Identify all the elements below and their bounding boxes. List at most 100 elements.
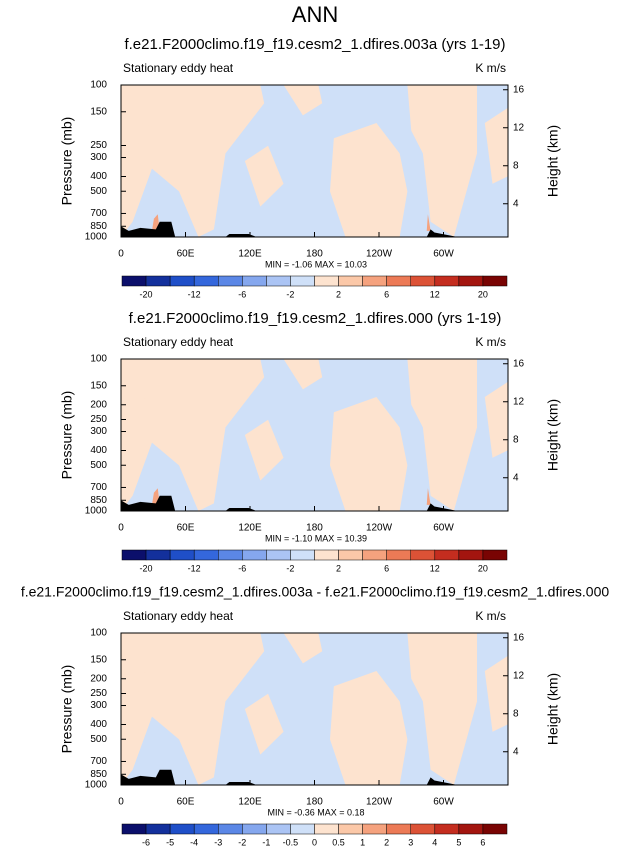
colorbar-box (458, 549, 484, 561)
y-tick-label: 700 (90, 482, 107, 493)
y-tick-label: 400 (90, 719, 107, 730)
colorbar-box (410, 549, 436, 561)
colorbar-box (386, 823, 411, 835)
colorbar-box (386, 549, 411, 561)
x-tick-label: 60E (177, 249, 195, 260)
y2-tick-label: 16 (513, 84, 525, 95)
colorbar-box (314, 549, 339, 561)
contour-fill (407, 633, 478, 785)
colorbar-box (145, 823, 171, 835)
y2-axis-label: Height (km) (545, 399, 561, 471)
colorbar-box (145, 275, 171, 287)
colorbar-box (169, 549, 195, 561)
y-axis-label: Pressure (mb) (59, 117, 75, 206)
y-tick-label: 400 (90, 171, 107, 182)
colorbar-label: -4 (190, 837, 198, 847)
contour-fill (136, 123, 164, 146)
colorbar-label: -1 (262, 837, 270, 847)
topography (121, 495, 508, 511)
colorbar-box (338, 275, 363, 287)
panel-subtitle: Stationary eddy heat (123, 609, 234, 623)
colorbar-label: 4 (432, 837, 437, 847)
colorbar-label: 2 (384, 837, 389, 847)
colorbar-box (218, 549, 243, 561)
contour-fill (244, 145, 284, 207)
y2-tick-label: 8 (513, 160, 519, 171)
units-label: K m/s (475, 61, 506, 75)
panel-title: f.e21.F2000climo.f19_f19.cesm2_1.dfires.… (124, 36, 505, 53)
colorbar-box (193, 549, 219, 561)
colorbar-label: 3 (408, 837, 413, 847)
y2-tick-label: 4 (513, 472, 519, 483)
contour-fill (329, 397, 408, 511)
contour-fill (426, 488, 431, 505)
y2-tick-label: 8 (513, 434, 519, 445)
colorbar-label: 6 (384, 563, 389, 573)
x-tick-label: 60W (433, 523, 454, 534)
x-tick-label: 120W (366, 523, 393, 534)
colorbar-box (121, 275, 147, 287)
colorbar-box (169, 823, 195, 835)
colorbar-label: -2 (286, 289, 294, 299)
colorbar-box (242, 823, 267, 835)
x-tick-label: 180 (306, 249, 323, 260)
colorbar-label: -12 (188, 289, 201, 299)
contour-fill (283, 633, 323, 664)
y-tick-label: 150 (90, 106, 107, 117)
contour-fill (484, 655, 508, 732)
colorbar-label: -0.5 (283, 837, 299, 847)
colorbar-label: -20 (140, 563, 153, 573)
colorbar-box (338, 549, 363, 561)
y-tick-label: 1000 (85, 506, 108, 517)
colorbar-box (386, 275, 411, 287)
topography (121, 221, 508, 237)
colorbar-label: 12 (430, 563, 440, 573)
colorbar-box (121, 549, 147, 561)
units-label: K m/s (475, 335, 506, 349)
colorbar-label: 6 (384, 289, 389, 299)
x-tick-label: 180 (306, 523, 323, 534)
colorbar-box (218, 823, 243, 835)
colorbar-box (290, 823, 315, 835)
contour-fill (407, 359, 478, 511)
y-tick-label: 850 (90, 769, 107, 780)
colorbar-box (458, 823, 484, 835)
min-max-label: MIN = -1.10 MAX = 10.39 (265, 533, 367, 543)
y-tick-label: 850 (90, 221, 107, 232)
x-tick-label: 120E (238, 523, 262, 534)
colorbar-label: 1 (360, 837, 365, 847)
contour-fill (283, 85, 323, 116)
colorbar-label: 0.5 (332, 837, 345, 847)
colorbar-box (434, 275, 460, 287)
colorbar-box (362, 549, 387, 561)
y-tick-label: 100 (90, 80, 107, 91)
colorbar-label: 2 (336, 289, 341, 299)
y-tick-label: 850 (90, 495, 107, 506)
x-tick-label: 120W (366, 249, 393, 260)
contour-fill (484, 381, 508, 458)
colorbar-box (242, 275, 267, 287)
colorbar-label: 20 (478, 563, 488, 573)
colorbar-box (314, 275, 339, 287)
colorbar-box (314, 823, 339, 835)
panel-title: f.e21.F2000climo.f19_f19.cesm2_1.dfires.… (21, 584, 610, 600)
contour-fill (329, 671, 408, 785)
colorbar-box (193, 275, 219, 287)
min-max-label: MIN = -1.06 MAX = 10.03 (265, 259, 367, 269)
colorbar-box (218, 275, 243, 287)
colorbar-box (410, 823, 436, 835)
y-tick-label: 300 (90, 700, 107, 711)
units-label: K m/s (475, 609, 506, 623)
panel-subtitle: Stationary eddy heat (123, 335, 234, 349)
topography (121, 769, 508, 785)
y-tick-label: 500 (90, 734, 107, 745)
y-axis-label: Pressure (mb) (59, 391, 75, 480)
colorbar-label: -3 (214, 837, 222, 847)
y-tick-label: 1000 (85, 232, 108, 243)
colorbar-label: 2 (336, 563, 341, 573)
y2-tick-label: 12 (513, 122, 525, 133)
contour-fill (121, 85, 265, 237)
y-tick-label: 500 (90, 186, 107, 197)
y-axis-label: Pressure (mb) (59, 665, 75, 754)
y2-tick-label: 12 (513, 396, 525, 407)
